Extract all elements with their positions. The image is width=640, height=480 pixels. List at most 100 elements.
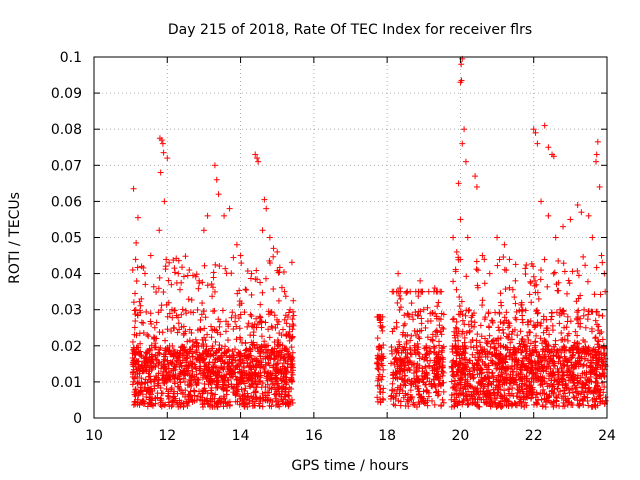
- y-tick-label: 0.07: [51, 158, 82, 174]
- data-point: [130, 378, 137, 385]
- data-point: [271, 312, 278, 319]
- y-tick-label: 0.05: [51, 231, 82, 247]
- data-point: [168, 403, 175, 410]
- data-point: [148, 342, 155, 349]
- data-point: [248, 313, 255, 320]
- data-point: [290, 322, 297, 329]
- data-point: [165, 299, 172, 306]
- data-point: [179, 391, 186, 398]
- x-tick-label: 12: [158, 428, 176, 444]
- data-point: [241, 371, 248, 378]
- data-point: [168, 328, 175, 335]
- data-point: [282, 312, 289, 319]
- y-tick-label: 0.04: [51, 267, 82, 283]
- data-point: [241, 352, 248, 359]
- data-point: [280, 400, 287, 407]
- data-point: [192, 273, 199, 280]
- data-point: [289, 349, 296, 356]
- y-tick-label: 0.06: [51, 194, 82, 210]
- data-point: [158, 307, 165, 314]
- data-point: [241, 309, 248, 316]
- data-point: [262, 319, 269, 326]
- data-point: [274, 337, 281, 344]
- data-point: [220, 396, 227, 403]
- data-point: [174, 390, 181, 397]
- data-point: [136, 307, 143, 314]
- data-point: [168, 281, 175, 288]
- data-point: [212, 338, 219, 345]
- data-point: [222, 265, 229, 272]
- data-point: [158, 365, 165, 372]
- x-axis-label: GPS time / hours: [291, 458, 408, 474]
- data-point: [137, 340, 144, 347]
- data-point: [174, 400, 181, 407]
- data-point: [180, 375, 187, 382]
- data-point: [210, 269, 217, 276]
- data-point: [224, 347, 231, 354]
- x-tick-label: 20: [452, 428, 470, 444]
- data-point: [180, 273, 187, 280]
- data-point: [132, 256, 139, 263]
- data-point: [248, 393, 255, 400]
- data-point: [223, 388, 230, 395]
- data-point: [130, 299, 137, 306]
- data-point: [185, 296, 192, 303]
- data-point: [209, 293, 216, 300]
- data-point: [212, 391, 219, 398]
- data-point: [266, 257, 273, 264]
- data-point: [181, 378, 188, 385]
- y-tick-label: 0.02: [51, 339, 82, 355]
- data-point: [199, 279, 206, 286]
- data-point: [289, 367, 296, 374]
- x-tick-label: 22: [525, 428, 543, 444]
- data-point: [145, 333, 152, 340]
- data-point: [176, 286, 183, 293]
- data-point: [285, 401, 292, 408]
- data-point: [268, 403, 275, 410]
- data-point: [208, 323, 215, 330]
- data-point: [194, 340, 201, 347]
- data-point: [138, 375, 145, 382]
- data-point: [153, 289, 160, 296]
- data-point: [282, 293, 289, 300]
- data-point: [289, 316, 296, 323]
- x-tick-label: 14: [232, 428, 250, 444]
- data-point: [259, 289, 266, 296]
- x-tick-label: 24: [598, 428, 616, 444]
- data-point: [188, 329, 195, 336]
- data-point: [152, 352, 159, 359]
- data-point: [208, 281, 215, 288]
- y-tick-label: 0.1: [60, 50, 82, 66]
- data-point: [165, 277, 172, 284]
- data-point: [172, 269, 179, 276]
- data-point: [211, 307, 218, 314]
- y-tick-label: 0: [73, 411, 82, 427]
- data-point: [237, 311, 244, 318]
- data-point: [169, 314, 176, 321]
- data-point: [198, 311, 205, 318]
- data-point: [150, 283, 157, 290]
- data-point: [143, 393, 150, 400]
- data-point: [230, 254, 237, 261]
- data-point: [180, 323, 187, 330]
- data-point: [204, 282, 211, 289]
- data-point: [248, 291, 255, 298]
- data-point: [187, 309, 194, 316]
- data-point: [205, 401, 212, 408]
- data-point: [257, 279, 264, 286]
- data-point: [156, 274, 163, 281]
- data-point: [160, 289, 167, 296]
- data-point: [202, 337, 209, 344]
- data-point: [289, 326, 296, 333]
- data-point: [191, 387, 198, 394]
- data-point: [232, 346, 239, 353]
- data-point: [212, 261, 219, 268]
- chart-title: Day 215 of 2018, Rate Of TEC Index for r…: [168, 22, 532, 38]
- data-point: [162, 266, 169, 273]
- data-point: [129, 381, 136, 388]
- data-point: [166, 310, 173, 317]
- data-point: [241, 380, 248, 387]
- data-point: [173, 353, 180, 360]
